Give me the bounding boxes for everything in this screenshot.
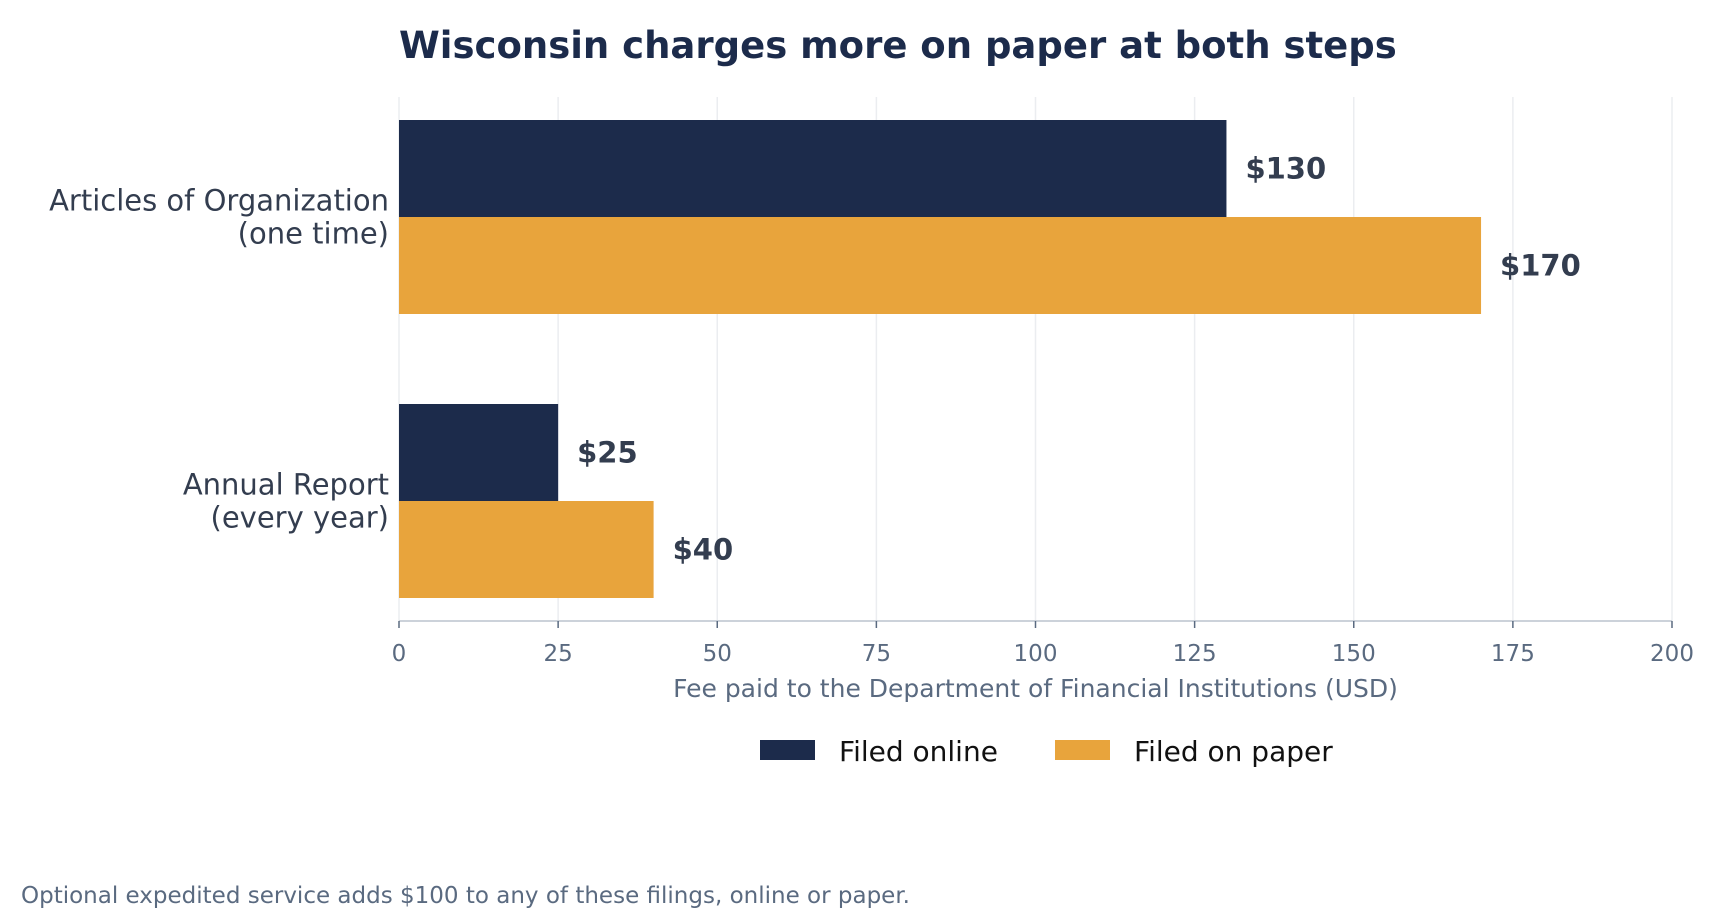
chart-title: Wisconsin charges more on paper at both …	[399, 24, 1397, 67]
footnote: Optional expedited service adds $100 to …	[21, 883, 910, 909]
category-label: Articles of Organization	[49, 184, 389, 218]
x-tick-label: 0	[392, 641, 407, 667]
legend-swatch	[1055, 740, 1110, 760]
category-labels: Articles of Organization(one time) Annual…	[49, 184, 389, 535]
legend-label: Filed online	[839, 735, 998, 768]
x-tick-label: 150	[1332, 641, 1376, 667]
bar-paper-0	[399, 217, 1482, 314]
legend-label: Filed on paper	[1134, 735, 1333, 768]
bar-online-1	[399, 404, 559, 501]
x-tick-label: 75	[862, 641, 891, 667]
x-tick-label: 50	[703, 641, 732, 667]
x-tick-label: 125	[1173, 641, 1217, 667]
x-axis-title: Fee paid to the Department of Financial …	[673, 674, 1398, 703]
legend-swatch	[760, 740, 815, 760]
category-label: Annual Report	[183, 468, 389, 502]
value-label: $25	[577, 436, 638, 470]
bar-online-0	[399, 120, 1227, 217]
category-label: (one time)	[238, 217, 389, 251]
x-tick-label: 175	[1491, 641, 1535, 667]
value-label: $130	[1245, 152, 1326, 186]
value-label: $170	[1500, 249, 1581, 283]
value-label: $40	[673, 533, 734, 567]
x-tick-label: 100	[1014, 641, 1058, 667]
bars: $130 $170 $25 $40	[399, 120, 1581, 598]
category-label: (every year)	[211, 501, 389, 535]
x-tick-label: 25	[543, 641, 572, 667]
x-tick-label: 200	[1650, 641, 1694, 667]
bar-paper-1	[399, 501, 654, 598]
x-axis: 0 25 50 75 100 125 150 175 200	[392, 620, 1694, 667]
legend: Filed online Filed on paper	[760, 735, 1333, 768]
